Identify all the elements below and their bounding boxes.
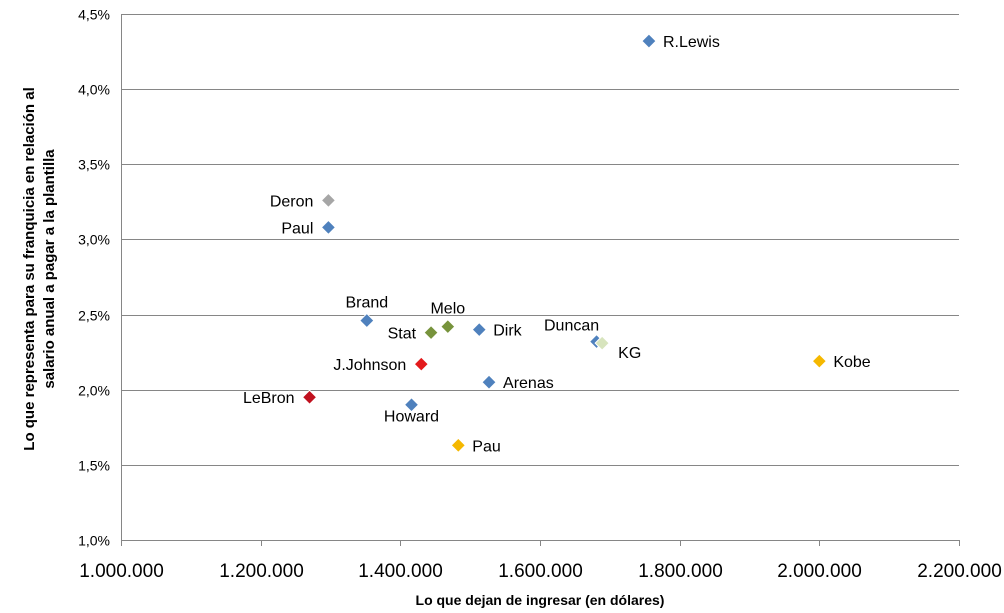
data-point-paul xyxy=(320,219,337,236)
point-label: Melo xyxy=(430,301,465,318)
data-point-kg xyxy=(594,335,610,351)
x-axis-title: Lo que dejan de ingresar (en dólares) xyxy=(415,592,665,608)
x-tick-label: 1.200.000 xyxy=(219,561,304,582)
data-points xyxy=(301,33,828,454)
x-tick-label: 1.800.000 xyxy=(638,561,723,582)
y-tick-labels: 1,0% 1,5% 2,0% 2,5% 3,0% 3,5% 4,0% 4,5% xyxy=(78,7,110,549)
point-label: R.Lewis xyxy=(663,34,720,51)
data-point-r-lewis xyxy=(641,33,657,49)
data-point-howard xyxy=(403,397,420,413)
point-label: Kobe xyxy=(833,354,870,371)
point-label: J.Johnson xyxy=(333,357,406,374)
point-label: Howard xyxy=(384,409,439,426)
y-tick-label: 4,5% xyxy=(78,7,110,23)
point-label: Stat xyxy=(388,326,417,343)
y-tick-label: 1,5% xyxy=(78,458,110,474)
y-axis-title: Lo que representa para su franquicia en … xyxy=(21,87,58,450)
y-tick-label: 2,5% xyxy=(78,308,110,324)
point-label: Deron xyxy=(270,193,314,210)
y-tick-label: 4,0% xyxy=(78,82,110,98)
x-tick-labels: 1.000.000 1.200.000 1.400.000 1.600.000 1.80… xyxy=(79,561,1002,582)
y-axis-title-line-2: salario anual a pagar a la plantilla xyxy=(41,149,58,389)
data-point-kobe xyxy=(811,353,828,369)
y-tick-label: 2,0% xyxy=(78,383,110,399)
data-point-deron xyxy=(320,192,337,209)
data-point-lebron xyxy=(301,389,318,405)
point-label: Dirk xyxy=(493,323,522,340)
y-axis-title-line-1: Lo que representa para su franquicia en … xyxy=(21,87,38,450)
data-point-dirk xyxy=(471,321,487,338)
axes xyxy=(121,14,960,546)
y-tick-label: 1,0% xyxy=(78,533,110,549)
point-labels: R.Lewis Deron Paul Brand Melo Stat Dirk Duncan K… xyxy=(243,34,871,455)
point-label: Pau xyxy=(472,438,500,455)
x-tick-label: 1.600.000 xyxy=(498,561,583,582)
data-point-arenas xyxy=(481,374,497,390)
x-tick-label: 1.000.000 xyxy=(79,561,164,582)
x-tick-label: 2.200.000 xyxy=(917,561,1002,582)
point-label: Arenas xyxy=(503,375,554,392)
data-point-melo xyxy=(440,318,456,335)
data-point-j-johnson xyxy=(413,356,429,372)
point-label: LeBron xyxy=(243,390,295,407)
point-label: Brand xyxy=(345,295,388,312)
y-tick-label: 3,5% xyxy=(78,157,110,173)
point-label: Paul xyxy=(281,220,313,237)
data-point-stat xyxy=(423,324,439,341)
x-tick-label: 1.400.000 xyxy=(358,561,443,582)
point-label: Duncan xyxy=(544,318,599,335)
x-tick-label: 2.000.000 xyxy=(777,561,862,582)
data-point-pau xyxy=(450,437,467,454)
data-point-brand xyxy=(359,312,375,329)
y-tick-label: 3,0% xyxy=(78,232,110,248)
point-label: KG xyxy=(618,345,641,362)
gridlines xyxy=(121,14,959,466)
